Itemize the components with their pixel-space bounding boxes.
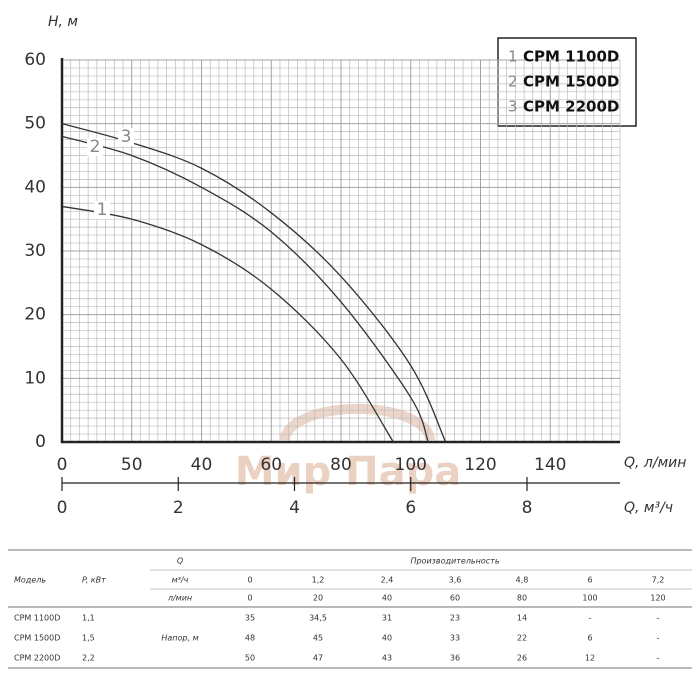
y-tick-label: 30: [24, 241, 46, 261]
table-cell: 40: [382, 634, 392, 643]
curve-label: 1: [97, 200, 108, 220]
y-tick-label: 50: [24, 114, 46, 134]
legend-box: [497, 37, 637, 127]
y-tick-label: 10: [24, 368, 46, 388]
legend-label: CPM 1500D: [523, 73, 619, 91]
x2-tick-label: 8: [522, 498, 533, 518]
table-cell: -: [657, 614, 660, 623]
legend-number: 2: [508, 73, 518, 91]
table-cell: 20: [313, 594, 323, 603]
table-cell: 31: [382, 614, 392, 623]
y-axis-title: H, м: [48, 14, 78, 30]
table-cell: 6: [587, 634, 592, 643]
table-cell: 2,4: [381, 576, 394, 585]
table-cell: CPM 1500D: [14, 634, 60, 643]
table-cell: 50: [245, 654, 255, 663]
table-cell: 0: [247, 594, 252, 603]
table-cell: CPM 2200D: [14, 654, 60, 663]
table-unit: м³/ч: [172, 576, 189, 585]
table-cell: -: [589, 614, 592, 623]
curve-label: 2: [90, 137, 101, 157]
watermark-text: Мир Пара: [235, 449, 461, 495]
table-cell: 7,2: [652, 576, 665, 585]
x-tick-label: 100: [395, 455, 427, 475]
table-cell: 1,1: [82, 614, 95, 623]
watermark-arc: [280, 403, 435, 441]
x-tick-label: 120: [464, 455, 496, 475]
table-cell: 23: [450, 614, 460, 623]
table-cell: 0: [247, 576, 252, 585]
x2-tick-label: 0: [57, 498, 68, 518]
table-cell: 1,5: [82, 634, 95, 643]
y-tick-label: 0: [35, 432, 46, 452]
table-header: Модель: [14, 576, 46, 585]
table-header: Q: [177, 557, 183, 566]
table-cell: 47: [313, 654, 323, 663]
table-cell: 12: [585, 654, 595, 663]
table-header: Производительность: [410, 557, 499, 566]
legend-label: CPM 2200D: [523, 98, 619, 116]
table-cell: 48: [245, 634, 255, 643]
y-tick-label: 60: [24, 50, 46, 70]
x-tick-label: 60: [260, 455, 282, 475]
table-cell: 3,6: [449, 576, 462, 585]
x2-tick-label: 2: [173, 498, 184, 518]
table-cell: 80: [517, 594, 527, 603]
table-cell: 40: [382, 594, 392, 603]
x-tick-label: 80: [330, 455, 352, 475]
table-cell: 6: [587, 576, 592, 585]
table-cell: 14: [517, 614, 527, 623]
curve: [61, 135, 429, 443]
curve-label-bg: [118, 128, 134, 146]
x2-axis-title: Q, м³/ч: [624, 500, 673, 516]
legend-number: 3: [508, 98, 518, 116]
curve: [61, 205, 394, 443]
table-cell: 1,2: [312, 576, 325, 585]
table-cell: 35: [245, 614, 255, 623]
table-header: P, кВт: [82, 576, 106, 585]
table-label: Напор, м: [161, 634, 198, 643]
table-unit: л/мин: [167, 594, 192, 603]
table-cell: 36: [450, 654, 460, 663]
curve-label-bg: [87, 138, 103, 156]
table-cell: 45: [313, 634, 323, 643]
table-cell: 43: [382, 654, 392, 663]
legend-number: 1: [508, 48, 518, 66]
x2-tick-label: 4: [289, 498, 300, 518]
x-tick-label: 40: [191, 455, 213, 475]
curve-label-bg: [94, 201, 110, 219]
legend-label: CPM 1100D: [523, 48, 619, 66]
watermark: Мир Пара: [235, 403, 461, 495]
table-cell: -: [657, 654, 660, 663]
table-cell: 22: [517, 634, 527, 643]
table-cell: 26: [517, 654, 527, 663]
curve-label: 3: [121, 127, 132, 147]
x-tick-label: 50: [121, 455, 143, 475]
table-cell: -: [657, 634, 660, 643]
table-cell: 34,5: [309, 614, 327, 623]
x2-tick-label: 6: [405, 498, 416, 518]
table-cell: CPM 1100D: [14, 614, 60, 623]
y-tick-label: 20: [24, 305, 46, 325]
table-cell: 2,2: [82, 654, 95, 663]
x-axis-title: Q, л/мин: [624, 455, 686, 471]
y-tick-label: 40: [24, 177, 46, 197]
table-cell: 100: [582, 594, 597, 603]
x-tick-label: 140: [534, 455, 566, 475]
table-cell: 33: [450, 634, 460, 643]
table-cell: 4,8: [516, 576, 529, 585]
x-tick-label: 0: [57, 455, 68, 475]
table-cell: 120: [650, 594, 665, 603]
table-cell: 60: [450, 594, 460, 603]
